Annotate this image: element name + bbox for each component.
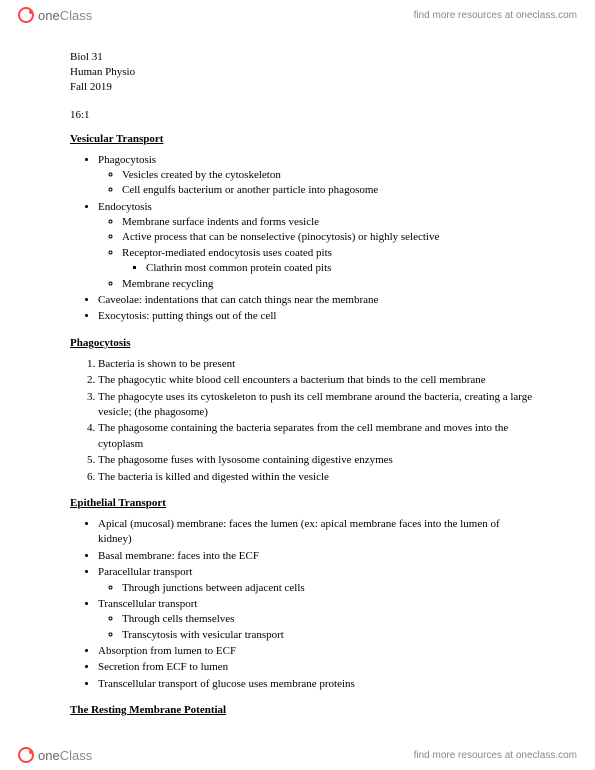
list-item: Apical (mucosal) membrane: faces the lum…: [98, 517, 535, 548]
sublist: Through junctions between adjacent cells: [98, 581, 535, 596]
subsub-item: Clathrin most common protein coated pits: [146, 261, 535, 276]
logo-text: oneClass: [38, 8, 92, 23]
sub-item: Transcytosis with vesicular transport: [122, 628, 535, 643]
sub-item: Membrane recycling: [122, 277, 535, 292]
logo-class: Class: [60, 748, 93, 763]
section-title-vesicular: Vesicular Transport: [70, 133, 535, 145]
list-item: Secretion from ECF to lumen: [98, 660, 535, 675]
epithelial-list: Apical (mucosal) membrane: faces the lum…: [70, 517, 535, 692]
list-item: Endocytosis Membrane surface indents and…: [98, 200, 535, 292]
resources-link-bottom[interactable]: find more resources at oneclass.com: [414, 750, 577, 761]
sub-item: Vesicles created by the cytoskeleton: [122, 168, 535, 183]
list-item: Exocytosis: putting things out of the ce…: [98, 309, 535, 324]
resources-link-top[interactable]: find more resources at oneclass.com: [414, 10, 577, 21]
list-item: Paracellular transport Through junctions…: [98, 565, 535, 596]
document-body: Biol 31 Human Physio Fall 2019 16:1 Vesi…: [70, 50, 535, 724]
meta-section: 16:1: [70, 109, 535, 121]
list-item: Transcellular transport Through cells th…: [98, 597, 535, 643]
step-item: Bacteria is shown to be present: [98, 357, 535, 372]
logo-icon: [18, 747, 34, 763]
item-text: Paracellular transport: [98, 566, 192, 578]
section-title-epithelial: Epithelial Transport: [70, 497, 535, 509]
section-title-phagocytosis: Phagocytosis: [70, 337, 535, 349]
bottom-bar: oneClass find more resources at oneclass…: [0, 740, 595, 770]
item-text: Phagocytosis: [98, 154, 156, 166]
meta-course: Biol 31: [70, 50, 535, 65]
section-title-resting: The Resting Membrane Potential: [70, 704, 535, 716]
step-item: The phagocyte uses its cytoskeleton to p…: [98, 390, 535, 421]
item-text: Endocytosis: [98, 201, 152, 213]
sub-item-text: Receptor-mediated endocytosis uses coate…: [122, 247, 332, 259]
logo-class: Class: [60, 8, 93, 23]
meta-subject: Human Physio: [70, 65, 535, 80]
logo-one: one: [38, 748, 60, 763]
logo-footer: oneClass: [18, 747, 92, 763]
step-item: The phagosome containing the bacteria se…: [98, 421, 535, 452]
step-item: The phagocytic white blood cell encounte…: [98, 373, 535, 388]
step-item: The bacteria is killed and digested with…: [98, 470, 535, 485]
sub-item: Receptor-mediated endocytosis uses coate…: [122, 246, 535, 277]
sublist: Vesicles created by the cytoskeleton Cel…: [98, 168, 535, 199]
sub-item: Active process that can be nonselective …: [122, 230, 535, 245]
top-bar: oneClass find more resources at oneclass…: [0, 0, 595, 30]
list-item: Phagocytosis Vesicles created by the cyt…: [98, 153, 535, 199]
sub-item: Membrane surface indents and forms vesic…: [122, 215, 535, 230]
phagocytosis-steps: Bacteria is shown to be present The phag…: [70, 357, 535, 485]
logo: oneClass: [18, 7, 92, 23]
list-item: Basal membrane: faces into the ECF: [98, 549, 535, 564]
logo-one: one: [38, 8, 60, 23]
item-text: Transcellular transport: [98, 598, 198, 610]
sublist: Membrane surface indents and forms vesic…: [98, 215, 535, 292]
list-item: Absorption from lumen to ECF: [98, 644, 535, 659]
sub-item: Cell engulfs bacterium or another partic…: [122, 183, 535, 198]
vesicular-list: Phagocytosis Vesicles created by the cyt…: [70, 153, 535, 325]
meta-term: Fall 2019: [70, 80, 535, 95]
sub-item: Through junctions between adjacent cells: [122, 581, 535, 596]
step-item: The phagosome fuses with lysosome contai…: [98, 453, 535, 468]
list-item: Transcellular transport of glucose uses …: [98, 677, 535, 692]
sublist: Through cells themselves Transcytosis wi…: [98, 612, 535, 643]
subsublist: Clathrin most common protein coated pits: [122, 261, 535, 276]
logo-icon: [18, 7, 34, 23]
logo-text: oneClass: [38, 748, 92, 763]
sub-item: Through cells themselves: [122, 612, 535, 627]
list-item: Caveolae: indentations that can catch th…: [98, 293, 535, 308]
